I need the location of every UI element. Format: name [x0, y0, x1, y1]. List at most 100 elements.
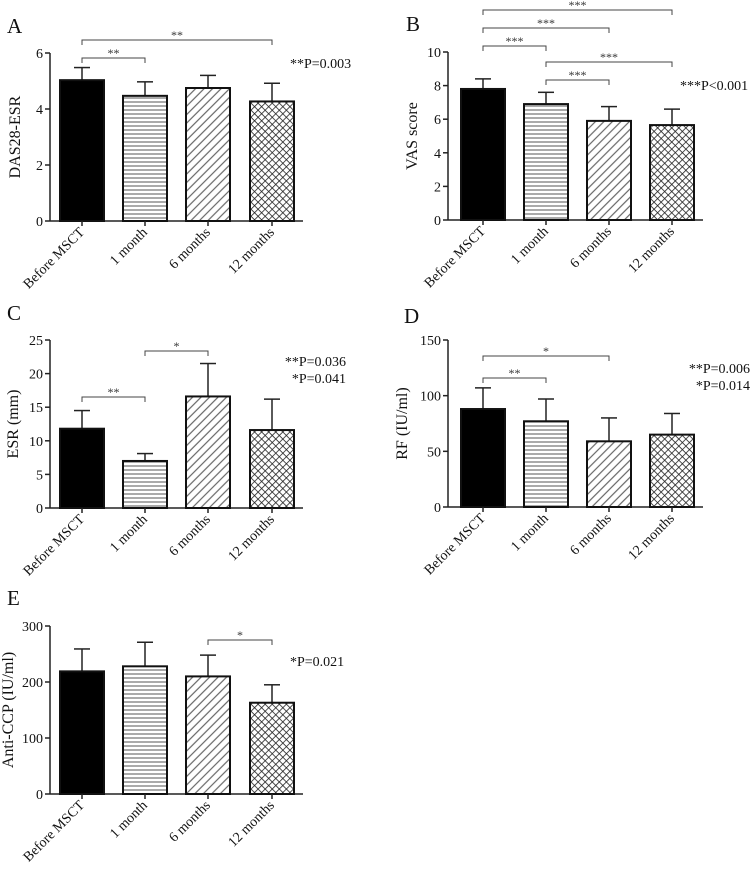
bar [586, 440, 632, 508]
significance-bracket [81, 39, 273, 45]
bar [122, 665, 168, 796]
x-tick-label: Before MSCT [422, 224, 489, 291]
y-tick-label: 6 [434, 113, 441, 128]
y-tick-label: 100 [420, 390, 441, 405]
significance-bracket [81, 396, 146, 402]
y-tick-label: 0 [434, 501, 441, 516]
y-tick-label: 2 [36, 159, 43, 174]
p-value-text: *P=0.021 [290, 655, 344, 670]
x-tick-label: 6 months [167, 512, 214, 559]
x-tick-label: 6 months [568, 224, 615, 271]
significance-label: ** [171, 28, 183, 42]
y-tick-label: 2 [434, 180, 441, 195]
significance-bracket [545, 61, 673, 67]
significance-label: *** [569, 68, 587, 82]
significance-bracket [144, 350, 209, 356]
x-tick-label: Before MSCT [422, 511, 489, 578]
y-axis-label: ESR (mm) [5, 390, 22, 459]
significance-label: * [174, 339, 180, 353]
significance-bracket [81, 57, 146, 63]
p-value-text: **P=0.006 [689, 362, 750, 377]
bar [249, 100, 295, 222]
panel-letter: B [406, 12, 420, 36]
y-tick-label: 6 [36, 47, 43, 62]
x-tick-label: 1 month [107, 798, 150, 841]
chart-panel-e: E 0 100 200 300 Anti-CCP (IU/ml) Before MSCT 1 … [0, 586, 344, 865]
significance-bracket [545, 79, 610, 85]
y-axis-label: Anti-CCP (IU/ml) [0, 652, 17, 768]
significance-bracket [482, 355, 610, 361]
significance-label: *** [537, 16, 555, 30]
bar [249, 429, 295, 510]
y-tick-label: 150 [420, 334, 441, 349]
bar [649, 124, 695, 221]
y-tick-label: 20 [29, 368, 43, 383]
bar [649, 433, 695, 508]
significance-bracket [207, 639, 273, 645]
significance-bracket [482, 45, 547, 51]
bar [122, 459, 168, 509]
p-value-text: **P=0.003 [290, 57, 351, 72]
y-tick-label: 4 [36, 103, 43, 118]
significance-label: ** [108, 46, 120, 60]
y-tick-label: 100 [22, 732, 43, 747]
chart-panel-c: C 0 5 10 15 20 25 ESR (mm) Before MSCT 1 month 6 m… [5, 301, 346, 579]
x-tick-label: Before MSCT [21, 798, 88, 865]
bar [460, 87, 506, 221]
x-tick-label: 6 months [568, 511, 615, 558]
bar [59, 427, 105, 510]
x-tick-label: 1 month [508, 511, 551, 554]
x-tick-label: Before MSCT [21, 512, 88, 579]
panel-letter: C [7, 301, 21, 325]
bar [460, 408, 506, 509]
x-tick-label: 1 month [107, 225, 150, 268]
significance-bracket [482, 9, 673, 15]
chart-panel-a: A 0 2 4 6 DAS28-ESR Before MSCT 1 month 6 months… [7, 14, 351, 292]
y-tick-label: 4 [434, 147, 441, 162]
x-tick-label: 1 month [508, 224, 551, 267]
y-tick-label: 300 [22, 620, 43, 635]
bar [122, 94, 168, 222]
x-tick-label: 12 months [226, 798, 278, 850]
y-tick-label: 0 [434, 214, 441, 229]
bar [59, 670, 105, 795]
y-axis-label: RF (IU/ml) [394, 387, 411, 459]
x-tick-label: 6 months [167, 225, 214, 272]
x-tick-label: 12 months [226, 225, 278, 277]
y-tick-label: 5 [36, 468, 43, 483]
y-tick-label: 200 [22, 676, 43, 691]
significance-label: * [237, 628, 243, 642]
chart-panel-d: D 0 50 100 150 RF (IU/ml) Before MSCT 1 month 6 … [394, 304, 750, 578]
y-tick-label: 50 [427, 445, 441, 460]
y-tick-label: 0 [36, 215, 43, 230]
x-tick-label: 12 months [226, 512, 278, 564]
significance-bracket [482, 27, 610, 33]
panel-letter: E [7, 586, 20, 610]
significance-label: *** [569, 0, 587, 12]
significance-label: ** [509, 366, 521, 380]
significance-label: * [543, 344, 549, 358]
x-tick-label: Before MSCT [21, 225, 88, 292]
bar [586, 119, 632, 221]
x-tick-label: 12 months [626, 224, 678, 276]
x-tick-label: 1 month [107, 512, 150, 555]
significance-bracket [482, 377, 547, 383]
y-tick-label: 10 [427, 46, 441, 61]
y-tick-label: 25 [29, 334, 43, 349]
y-tick-label: 10 [29, 435, 43, 450]
panel-letter: A [7, 14, 23, 38]
p-value-text: ***P<0.001 [680, 79, 748, 94]
y-tick-label: 0 [36, 502, 43, 517]
bar [249, 701, 295, 795]
bar [523, 103, 569, 221]
bar [59, 79, 105, 222]
significance-label: ** [108, 385, 120, 399]
y-tick-label: 15 [29, 401, 43, 416]
panel-letter: D [404, 304, 419, 328]
p-value-text: *P=0.041 [292, 372, 346, 387]
y-axis-label: DAS28-ESR [7, 95, 24, 178]
bar [185, 675, 231, 796]
y-tick-label: 8 [434, 80, 441, 95]
y-axis-label: VAS score [404, 102, 421, 170]
chart-panel-b: B 0 2 4 6 8 10 VAS score Before MSCT 1 month 6 mon… [404, 0, 748, 291]
